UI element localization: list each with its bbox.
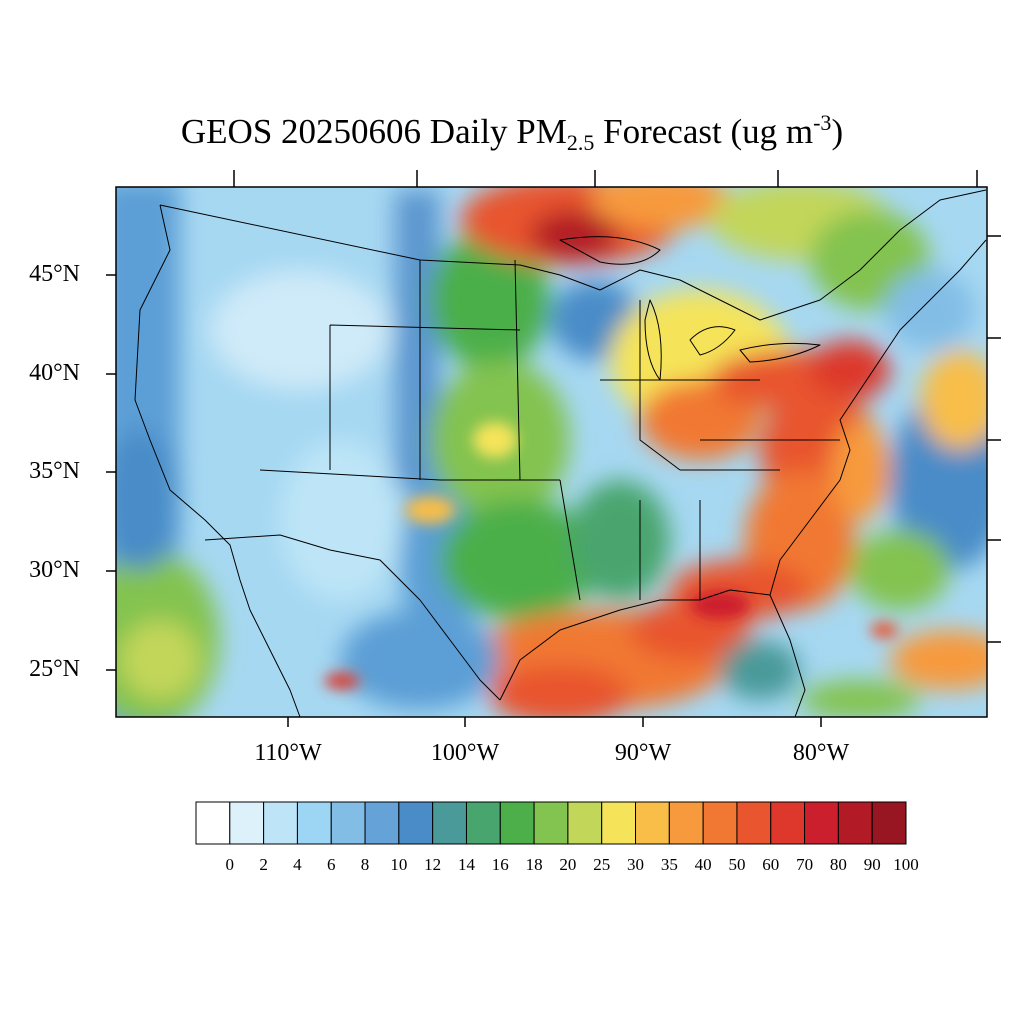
colorbar-tick-label: 14 bbox=[457, 855, 475, 874]
colorbar-swatch bbox=[263, 801, 298, 845]
colorbar-tick-label: 0 bbox=[225, 855, 235, 874]
colorbar-tick-label: 12 bbox=[424, 855, 442, 874]
colorbar-swatch bbox=[330, 801, 366, 845]
colorbar-swatch bbox=[296, 801, 332, 845]
colorbar-swatch bbox=[804, 801, 839, 845]
colorbar-tick-label: 70 bbox=[796, 855, 814, 874]
colorbar-tick-label: 25 bbox=[593, 855, 611, 874]
colorbar-swatch bbox=[229, 801, 265, 845]
colorbar-swatch bbox=[668, 801, 704, 845]
lat-label-30: 30°N bbox=[29, 557, 80, 583]
chart-title: GEOS 20250606 Daily PM2.5 Forecast (ug m… bbox=[180, 110, 844, 155]
boundaries bbox=[134, 189, 987, 717]
colorbar-tick-label: 50 bbox=[728, 855, 746, 874]
colorbar-tick-label: 18 bbox=[525, 855, 543, 874]
colorbar-tick-label: 2 bbox=[259, 855, 268, 874]
colorbar-tick-label: 20 bbox=[559, 855, 577, 874]
colorbar-swatch bbox=[635, 801, 670, 845]
pm25-field bbox=[116, 187, 987, 717]
colorbar-swatch bbox=[432, 801, 467, 845]
lat-label-25: 25°N bbox=[29, 656, 80, 682]
colorbar-tick-label: 80 bbox=[829, 855, 847, 874]
colorbar-tick-label: 30 bbox=[627, 855, 645, 874]
colorbar-tick-label: 90 bbox=[863, 855, 881, 874]
colorbar-swatch bbox=[465, 801, 501, 845]
colorbar-tick-label: 16 bbox=[491, 855, 509, 874]
colorbar-swatch bbox=[702, 801, 738, 845]
lon-label-90: 90°W bbox=[614, 740, 672, 766]
lat-label-45: 45°N bbox=[29, 261, 80, 287]
colorbar-swatch bbox=[499, 801, 535, 845]
colorbar-swatch bbox=[770, 801, 806, 845]
colorbar-swatch bbox=[601, 801, 637, 845]
colorbar-swatch bbox=[567, 801, 603, 845]
colorbar-swatch bbox=[364, 801, 400, 845]
colorbar-swatch bbox=[533, 801, 569, 845]
colorbar-tick-label: 6 bbox=[326, 855, 336, 874]
colorbar-tick-label: 60 bbox=[762, 855, 780, 874]
lat-label-35: 35°N bbox=[29, 458, 80, 484]
colorbar-tick-label: 100 bbox=[893, 855, 919, 874]
colorbar-tick-label: 4 bbox=[293, 855, 302, 874]
colorbar-tick-label: 40 bbox=[694, 855, 712, 874]
lat-label-40: 40°N bbox=[29, 360, 80, 386]
lon-label-110: 110°W bbox=[254, 740, 322, 766]
colorbar-swatch bbox=[871, 801, 907, 845]
colorbar-tick-label: 10 bbox=[390, 855, 408, 874]
colorbar-swatch bbox=[736, 801, 772, 845]
colorbar-tick-label: 35 bbox=[660, 855, 678, 874]
colorbar-swatch bbox=[837, 801, 873, 845]
lon-label-100: 100°W bbox=[430, 740, 500, 766]
plot-frame bbox=[115, 186, 988, 718]
lon-label-80: 80°W bbox=[792, 740, 850, 766]
colorbar-tick-label: 8 bbox=[360, 855, 370, 874]
colorbar-swatch bbox=[398, 801, 434, 845]
tick-marks bbox=[106, 170, 1001, 727]
colorbar-swatch bbox=[195, 801, 231, 845]
